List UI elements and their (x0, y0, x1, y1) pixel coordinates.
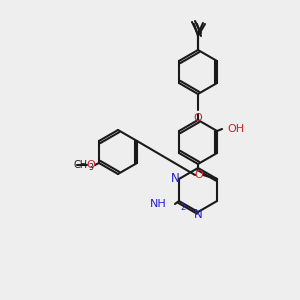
Text: O: O (87, 160, 95, 170)
Text: NH: NH (150, 199, 167, 209)
Text: N: N (171, 172, 179, 185)
Text: O: O (194, 113, 202, 123)
Text: OH: OH (227, 124, 244, 134)
Text: 3: 3 (88, 164, 93, 172)
Text: O: O (195, 170, 203, 180)
Text: N: N (194, 208, 202, 221)
Text: 2: 2 (180, 203, 185, 212)
Text: CH: CH (74, 160, 88, 170)
